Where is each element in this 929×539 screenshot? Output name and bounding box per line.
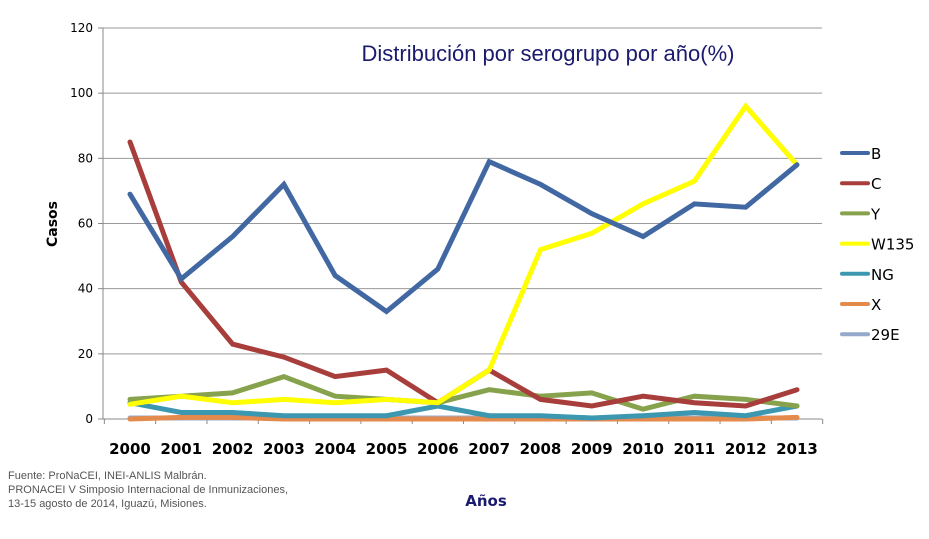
- series-line-ng: [127, 400, 800, 421]
- x-tick-label: 2011: [674, 440, 716, 458]
- x-tick-label: 2006: [417, 440, 459, 458]
- x-tick-label: 2001: [160, 440, 202, 458]
- x-tick-label: 2010: [622, 440, 664, 458]
- chart-title: Distribución por serogrupo por año(%): [362, 41, 735, 66]
- x-tick-label: 2003: [263, 440, 305, 458]
- x-tick-label: 2002: [212, 440, 254, 458]
- x-tick-label: 2007: [468, 440, 510, 458]
- legend-item: 29E: [840, 326, 900, 344]
- y-tick-label: 0: [85, 412, 93, 426]
- series-line-b: [127, 158, 800, 315]
- series-lines: [127, 102, 800, 422]
- legend-label: Y: [870, 205, 881, 223]
- series-line-x: [127, 414, 800, 422]
- source-line: Fuente: ProNaCEI, INEI-ANLIS Malbrán.: [8, 470, 207, 482]
- y-tick-label: 80: [78, 151, 93, 165]
- x-tick-label: 2008: [520, 440, 562, 458]
- y-axis-label: Casos: [45, 201, 61, 247]
- legend-label: C: [871, 175, 881, 193]
- legend-label: W135: [871, 236, 914, 254]
- legend-item: W135: [840, 236, 914, 254]
- legend-item: B: [840, 145, 881, 163]
- gridlines: [103, 27, 822, 355]
- legend: BCY W135 NG X 29E: [840, 145, 914, 344]
- x-tick-label: 2009: [571, 440, 613, 458]
- x-axis-label: Años: [465, 492, 507, 510]
- y-tick-label: 60: [78, 217, 93, 231]
- x-tick-label: 2004: [314, 440, 356, 458]
- y-tick-label: 100: [70, 86, 93, 100]
- x-tick-labels: 2000 2001 2002 2003 2004 2005 2006 2007 2008 2009…: [109, 440, 818, 458]
- x-tick-label: 2013: [776, 440, 818, 458]
- x-tick-label: 2000: [109, 440, 151, 458]
- legend-item: X: [840, 296, 881, 314]
- legend-item: Y: [840, 205, 881, 223]
- series-line-w135: [127, 102, 800, 407]
- legend-item: C: [840, 175, 881, 193]
- y-tick-label: 20: [78, 347, 93, 361]
- series-line-y: [127, 373, 800, 412]
- y-tick-labels: 0 20 40 60 80 100 120: [70, 21, 93, 426]
- legend-label: 29E: [871, 326, 900, 344]
- source-line: 13-15 agosto de 2014, Iguazú, Misiones.: [8, 498, 207, 510]
- x-tick-label: 2012: [725, 440, 767, 458]
- x-tick-label: 2005: [366, 440, 408, 458]
- legend-item: NG: [840, 266, 894, 284]
- legend-label: X: [871, 296, 881, 314]
- source-line: PRONACEI V Simposio Internacional de Inm…: [8, 484, 289, 496]
- y-tick-label: 120: [70, 21, 93, 35]
- source-note: Fuente: ProNaCEI, INEI-ANLIS Malbrán. PR…: [8, 469, 288, 511]
- y-tick-label: 40: [78, 282, 93, 296]
- legend-label: NG: [871, 266, 894, 284]
- legend-label: B: [871, 145, 881, 163]
